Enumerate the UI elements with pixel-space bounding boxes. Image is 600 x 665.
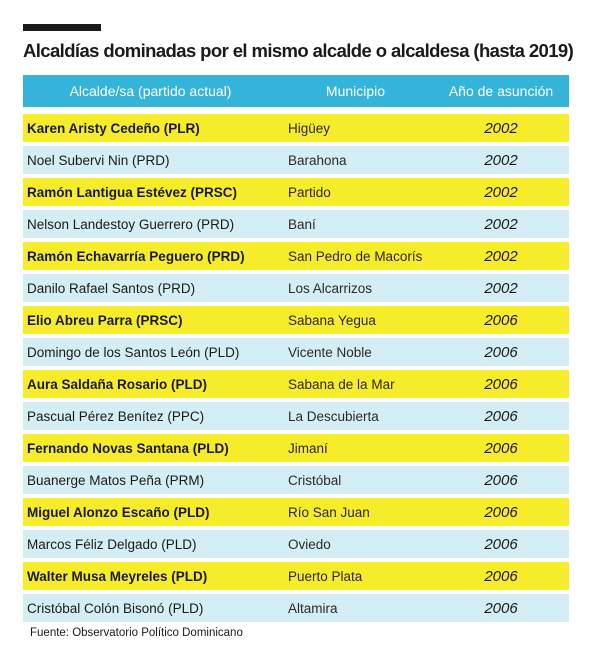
table-row: Walter Musa Meyreles (PLD) Puerto Plata 20…	[23, 562, 569, 590]
municipality-cell: Partido	[288, 184, 331, 200]
top-rule	[23, 24, 101, 31]
year-cell: 2002	[484, 183, 518, 201]
year-cell: 2006	[484, 439, 518, 457]
table-row: Noel Subervi Nin (PRD) Barahona 2002	[23, 146, 569, 174]
column-header-year: Año de asunción	[448, 83, 554, 99]
table-row: Domingo de los Santos León (PLD) Vicente …	[23, 338, 569, 366]
table-body: Karen Aristy Cedeño (PLR) Higüey 2002 Noel …	[23, 114, 569, 622]
year-cell: 2002	[484, 151, 518, 169]
year-cell: 2002	[484, 119, 518, 137]
mayor-cell: Ramón Echavarría Peguero (PRD)	[27, 248, 245, 264]
year-cell: 2006	[484, 503, 518, 521]
municipality-cell: Barahona	[288, 152, 347, 168]
year-cell: 2006	[484, 375, 518, 393]
mayor-cell: Aura Saldaña Rosario (PLD)	[27, 376, 208, 392]
mayor-cell: Karen Aristy Cedeño (PLR)	[27, 120, 200, 136]
mayor-cell: Cristóbal Colón Bisonó (PLD)	[27, 600, 204, 616]
column-header-municipality: Municipio	[325, 83, 386, 99]
table-header: Alcalde/sa (partido actual) Municipio Añ…	[23, 75, 569, 107]
municipality-cell: Baní	[288, 216, 316, 232]
table-row: Cristóbal Colón Bisonó (PLD) Altamira 2006	[23, 594, 569, 622]
municipality-cell: Puerto Plata	[288, 568, 363, 584]
year-cell: 2002	[484, 215, 518, 233]
column-header-mayor: Alcalde/sa (partido actual)	[69, 83, 232, 99]
mayor-cell: Marcos Féliz Delgado (PLD)	[27, 536, 197, 552]
municipality-cell: Río San Juan	[288, 504, 370, 520]
year-cell: 2006	[484, 535, 518, 553]
year-cell: 2002	[484, 247, 518, 265]
municipality-cell: Los Alcarrizos	[288, 280, 373, 296]
table-row: Danilo Rafael Santos (PRD) Los Alcarrizos…	[23, 274, 569, 302]
year-cell: 2006	[484, 471, 518, 489]
year-cell: 2006	[484, 567, 518, 585]
table-row: Elio Abreu Parra (PRSC) Sabana Yegua 2006	[23, 306, 569, 334]
year-cell: 2006	[484, 343, 518, 361]
table-row: Fernando Novas Santana (PLD) Jimaní 2006	[23, 434, 569, 462]
year-cell: 2006	[484, 311, 518, 329]
municipality-cell: Jimaní	[288, 440, 328, 456]
year-cell: 2002	[484, 279, 518, 297]
mayor-cell: Pascual Pérez Benítez (PPC)	[27, 408, 205, 424]
municipality-cell: Cristóbal	[288, 472, 342, 488]
year-cell: 2006	[484, 407, 518, 425]
mayor-cell: Domingo de los Santos León (PLD)	[27, 344, 240, 360]
table-row: Marcos Féliz Delgado (PLD) Oviedo 2006	[23, 530, 569, 558]
mayor-cell: Fernando Novas Santana (PLD)	[27, 440, 229, 456]
year-cell: 2006	[484, 599, 518, 617]
page-title: Alcaldías dominadas por el mismo alcalde…	[23, 40, 574, 61]
mayor-cell: Danilo Rafael Santos (PRD)	[27, 280, 196, 296]
table-row: Ramón Lantigua Estévez (PRSC) Partido 2002	[23, 178, 569, 206]
municipality-cell: Vicente Noble	[288, 344, 372, 360]
municipality-cell: Sabana Yegua	[288, 312, 376, 328]
municipality-cell: Oviedo	[288, 536, 331, 552]
municipality-cell: La Descubierta	[288, 408, 379, 424]
municipality-cell: Higüey	[288, 120, 331, 136]
table-row: Aura Saldaña Rosario (PLD) Sabana de la M…	[23, 370, 569, 398]
table-row: Pascual Pérez Benítez (PPC) La Descubiert…	[23, 402, 569, 430]
mayor-cell: Ramón Lantigua Estévez (PRSC)	[27, 184, 238, 200]
mayor-cell: Walter Musa Meyreles (PLD)	[27, 568, 208, 584]
mayor-cell: Buanerge Matos Peña (PRM)	[27, 472, 205, 488]
table-row: Buanerge Matos Peña (PRM) Cristóbal 2006	[23, 466, 569, 494]
municipality-cell: Sabana de la Mar	[288, 376, 395, 392]
table-row: Miguel Alonzo Escaño (PLD) Río San Juan 20…	[23, 498, 569, 526]
table-row: Nelson Landestoy Guerrero (PRD) Baní 2002	[23, 210, 569, 238]
mayor-cell: Miguel Alonzo Escaño (PLD)	[27, 504, 210, 520]
table-row: Karen Aristy Cedeño (PLR) Higüey 2002	[23, 114, 569, 142]
mayor-cell: Elio Abreu Parra (PRSC)	[27, 312, 183, 328]
source-note: Fuente: Observatorio Político Dominicano	[30, 627, 243, 639]
mayor-cell: Nelson Landestoy Guerrero (PRD)	[27, 216, 235, 232]
mayors-table: Alcalde/sa (partido actual) Municipio Añ…	[23, 75, 569, 622]
mayor-cell: Noel Subervi Nin (PRD)	[27, 152, 170, 168]
municipality-cell: Altamira	[288, 600, 338, 616]
table-row: Ramón Echavarría Peguero (PRD) San Pedro …	[23, 242, 569, 270]
municipality-cell: San Pedro de Macorís	[288, 248, 423, 264]
